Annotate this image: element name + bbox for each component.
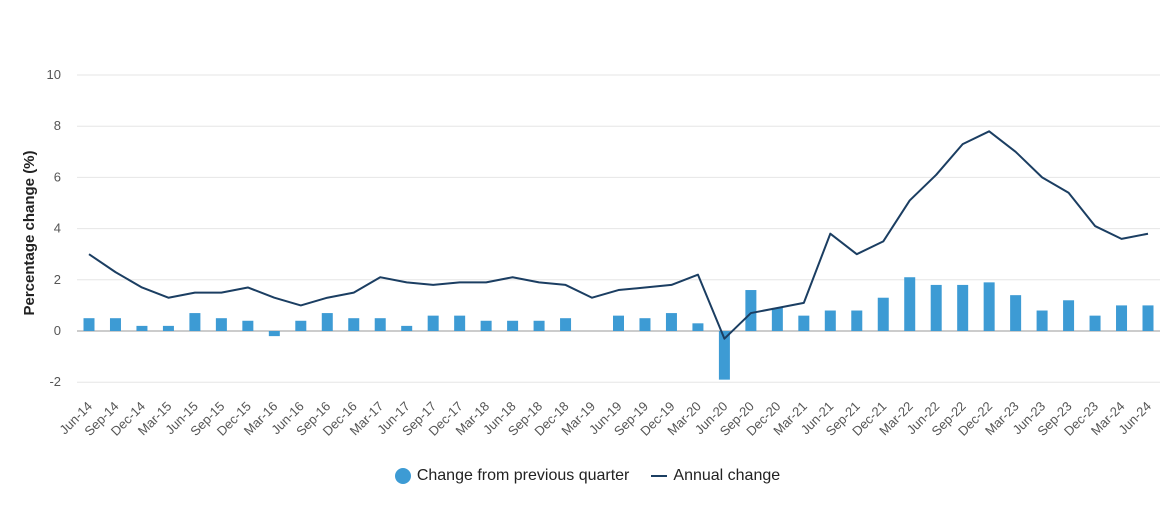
legend-item-annual[interactable]: Annual change (651, 467, 780, 485)
bar-Jun-18 (507, 320, 519, 331)
bar-Sep-21 (851, 310, 863, 331)
bar-Sep-17 (427, 315, 439, 331)
bar-Dec-23 (1089, 315, 1101, 331)
bar-Mar-23 (1010, 295, 1022, 331)
y-axis-title: Percentage change (%) (21, 150, 38, 315)
y-tick-label: 4 (54, 221, 61, 236)
bar-Dec-20 (771, 307, 783, 331)
bar-Sep-19 (639, 318, 651, 331)
bar-Sep-22 (957, 284, 969, 331)
bar-Jun-20 (718, 331, 730, 380)
bar-Dec-16 (348, 318, 360, 331)
bar-Jun-14 (83, 318, 95, 331)
bar-Sep-20 (745, 290, 757, 331)
bar-Mar-18 (480, 320, 492, 331)
bar-Dec-19 (665, 313, 677, 331)
legend-label-annual: Annual change (673, 467, 781, 484)
bar-Jun-21 (824, 310, 836, 331)
bar-Mar-17 (374, 318, 386, 331)
bar-Jun-15 (189, 313, 201, 331)
bar-Sep-23 (1063, 300, 1075, 331)
legend-bar-swatch (394, 468, 411, 484)
bar-Sep-16 (321, 313, 333, 331)
y-tick-label: 8 (54, 118, 61, 133)
bar-Dec-21 (877, 297, 889, 331)
y-tick-label: 6 (54, 169, 61, 184)
bar-Jun-16 (295, 320, 307, 331)
legend-line-swatch (651, 475, 668, 477)
chart-legend: Change from previous quarter Annual chan… (0, 467, 1175, 485)
y-tick-label: 0 (54, 323, 61, 338)
bar-Mar-22 (904, 277, 916, 331)
bar-Sep-15 (215, 318, 227, 331)
bar-Dec-14 (136, 325, 148, 331)
bar-Mar-24 (1116, 305, 1128, 331)
bar-Jun-24 (1142, 305, 1154, 331)
bar-Dec-18 (560, 318, 572, 331)
bar-Sep-18 (533, 320, 545, 331)
bar-Sep-14 (109, 318, 121, 331)
bar-Dec-22 (983, 282, 995, 331)
legend-item-quarterly[interactable]: Change from previous quarter (394, 467, 630, 485)
y-tick-label: -2 (49, 374, 61, 389)
bar-Jun-19 (613, 315, 624, 331)
annual-change-line (88, 130, 1149, 340)
bar-Jun-17 (401, 325, 413, 331)
y-tick-label: 10 (47, 67, 61, 82)
bar-Dec-17 (454, 315, 466, 331)
bar-Dec-15 (242, 320, 254, 331)
bar-Jun-22 (930, 284, 942, 331)
bar-Jun-23 (1036, 310, 1048, 331)
bar-Mar-16 (268, 331, 280, 337)
bar-Mar-15 (162, 325, 174, 331)
bar-Mar-21 (798, 315, 810, 331)
bar-Mar-20 (692, 323, 704, 331)
legend-label-quarterly: Change from previous quarter (416, 467, 630, 484)
y-tick-label: 2 (54, 272, 61, 287)
